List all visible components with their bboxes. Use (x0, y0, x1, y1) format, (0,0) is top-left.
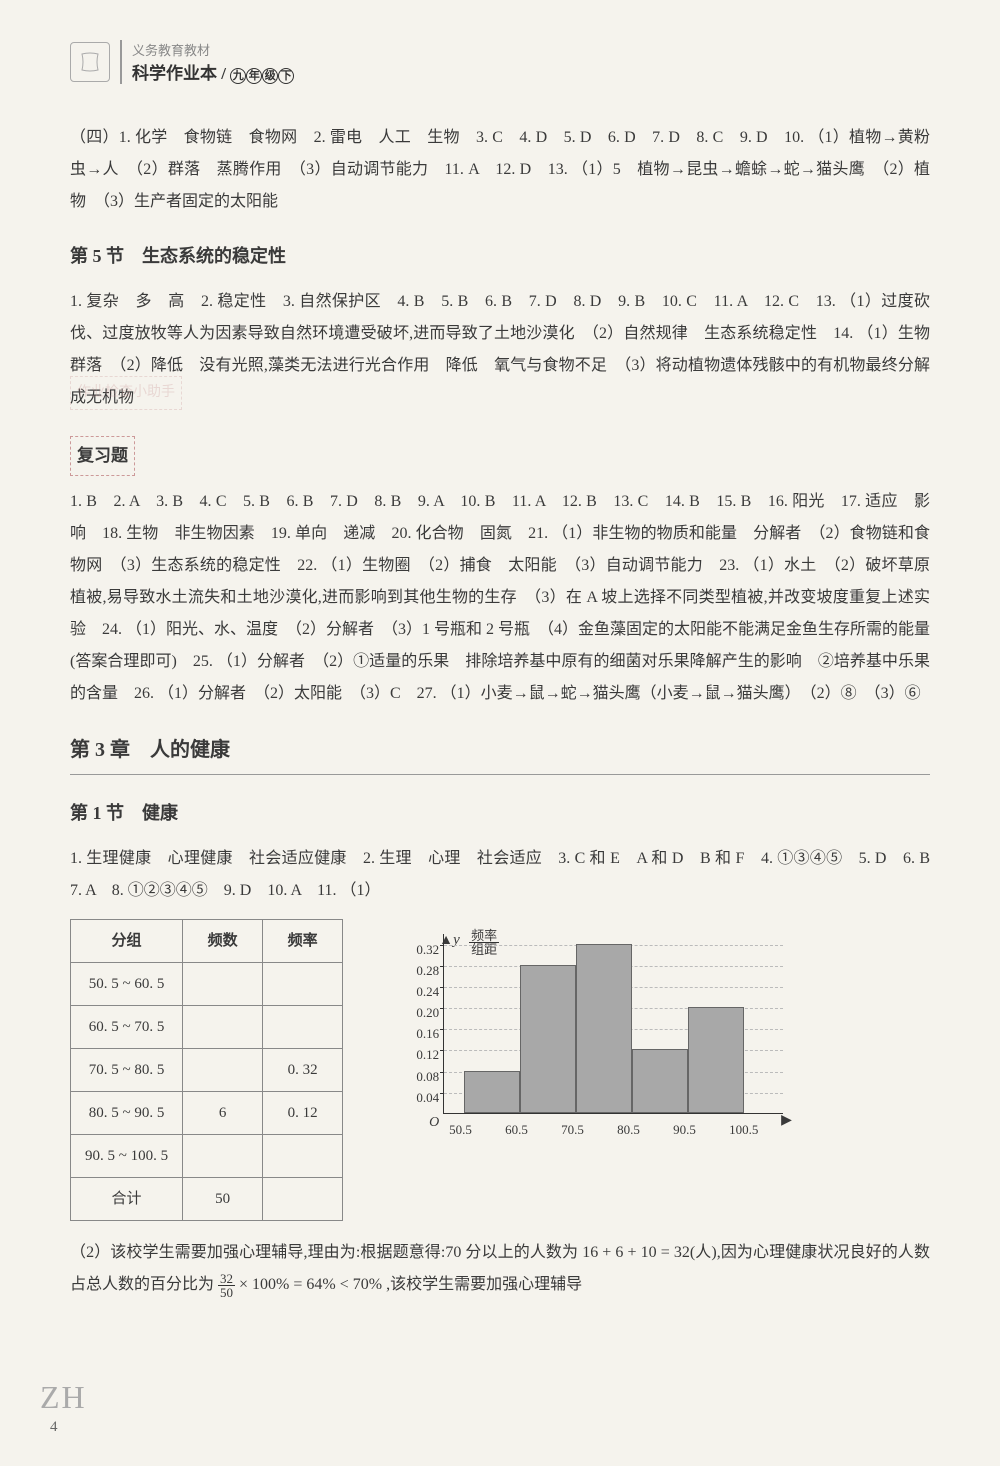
watermark-text: 作业检查小助手 (70, 376, 182, 410)
table-cell (263, 1006, 343, 1049)
table-cell: 90. 5 ~ 100. 5 (71, 1135, 183, 1178)
header-text-block: 义务教育教材 科学作业本 / 九年级下 (120, 40, 294, 84)
col-group: 分组 (71, 920, 183, 963)
col-freq: 频数 (183, 920, 263, 963)
section-5-title: 第 5 节 生态系统的稳定性 (70, 238, 930, 274)
col-rate: 频率 (263, 920, 343, 963)
section-5-answers: 1. 复杂 多 高 2. 稳定性 3. 自然保护区 4. B 5. B 6. B… (70, 286, 930, 414)
page-number: 4 (50, 1419, 58, 1436)
frequency-histogram: ▲ y 频率组距 O ▶ 0.040.080.120.160.200.240.2… (383, 919, 803, 1159)
section-4-answers: （四）1. 化学 食物链 食物网 2. 雷电 人工 生物 3. C 4. D 5… (70, 122, 930, 218)
x-tick-label: 90.5 (673, 1117, 696, 1143)
table-cell: 6 (183, 1092, 263, 1135)
q11-text-suffix: × 100% = 64% < 70% ,该校学生需要加强心理辅导 (239, 1276, 582, 1293)
footer-brand: ZH (40, 1379, 87, 1416)
x-tick-label: 80.5 (617, 1117, 640, 1143)
grade-circle-4: 下 (278, 68, 294, 84)
x-tick-label: 70.5 (561, 1117, 584, 1143)
x-axis-arrow: ▶ (781, 1107, 792, 1135)
histogram-bar (632, 1049, 688, 1113)
chart-origin: O (429, 1109, 439, 1137)
table-row: 80. 5 ~ 90. 560. 12 (71, 1092, 343, 1135)
section-1-answers: 1. 生理健康 心理健康 社会适应健康 2. 生理 心理 社会适应 3. C 和… (70, 843, 930, 907)
table-row: 90. 5 ~ 100. 5 (71, 1135, 343, 1178)
histogram-bar (576, 944, 632, 1113)
chart-plot-area (443, 934, 783, 1114)
table-row: 50. 5 ~ 60. 5 (71, 963, 343, 1006)
x-tick-label: 100.5 (729, 1117, 758, 1143)
table-cell: 0. 32 (263, 1049, 343, 1092)
table-row: 60. 5 ~ 70. 5 (71, 1006, 343, 1049)
table-cell (183, 963, 263, 1006)
histogram-bar (464, 1071, 520, 1113)
table-cell: 70. 5 ~ 80. 5 (71, 1049, 183, 1092)
table-cell (263, 1178, 343, 1221)
table-cell: 80. 5 ~ 90. 5 (71, 1092, 183, 1135)
chapter-3-title: 第 3 章 人的健康 (70, 730, 930, 775)
table-cell (263, 1135, 343, 1178)
table-cell (183, 1006, 263, 1049)
table-cell (183, 1049, 263, 1092)
table-row: 70. 5 ~ 80. 5 0. 32 (71, 1049, 343, 1092)
fraction-32-50: 32 50 (218, 1272, 235, 1299)
section-1-title: 第 1 节 健康 (70, 795, 930, 831)
frac-denominator: 50 (218, 1286, 235, 1299)
x-tick-label: 60.5 (505, 1117, 528, 1143)
table-cell: 60. 5 ~ 70. 5 (71, 1006, 183, 1049)
grade-circle-2: 年 (246, 68, 262, 84)
frac-numerator: 32 (218, 1272, 235, 1286)
grade-circle-3: 级 (262, 68, 278, 84)
book-title: 科学作业本 / 九年级下 (132, 59, 294, 84)
header-series-label: 义务教育教材 (132, 40, 294, 59)
x-tick-label: 50.5 (449, 1117, 472, 1143)
grade-circle-1: 九 (230, 68, 246, 84)
y-tick-label: 0.32 (389, 937, 439, 963)
table-row: 合计50 (71, 1178, 343, 1221)
q11-part2: （2）该校学生需要加强心理辅导,理由为:根据题意得:70 分以上的人数为 16 … (70, 1237, 930, 1301)
table-cell: 50. 5 ~ 60. 5 (71, 963, 183, 1006)
frequency-table: 分组 频数 频率 50. 5 ~ 60. 560. 5 ~ 70. 570. 5… (70, 919, 343, 1221)
table-cell (263, 963, 343, 1006)
page-header: 义务教育教材 科学作业本 / 九年级下 (70, 40, 930, 92)
histogram-bar (688, 1007, 744, 1113)
content-body: （四）1. 化学 食物链 食物网 2. 雷电 人工 生物 3. C 4. D 5… (70, 122, 930, 1301)
review-answers: 1. B 2. A 3. B 4. C 5. B 6. B 7. D 8. B … (70, 486, 930, 710)
table-cell: 50 (183, 1178, 263, 1221)
publisher-logo (70, 42, 110, 82)
table-cell (183, 1135, 263, 1178)
review-section-title: 复习题 (70, 436, 135, 476)
table-cell: 合计 (71, 1178, 183, 1221)
title-text: 科学作业本 / (132, 64, 230, 83)
histogram-bar (520, 965, 576, 1113)
table-cell: 0. 12 (263, 1092, 343, 1135)
